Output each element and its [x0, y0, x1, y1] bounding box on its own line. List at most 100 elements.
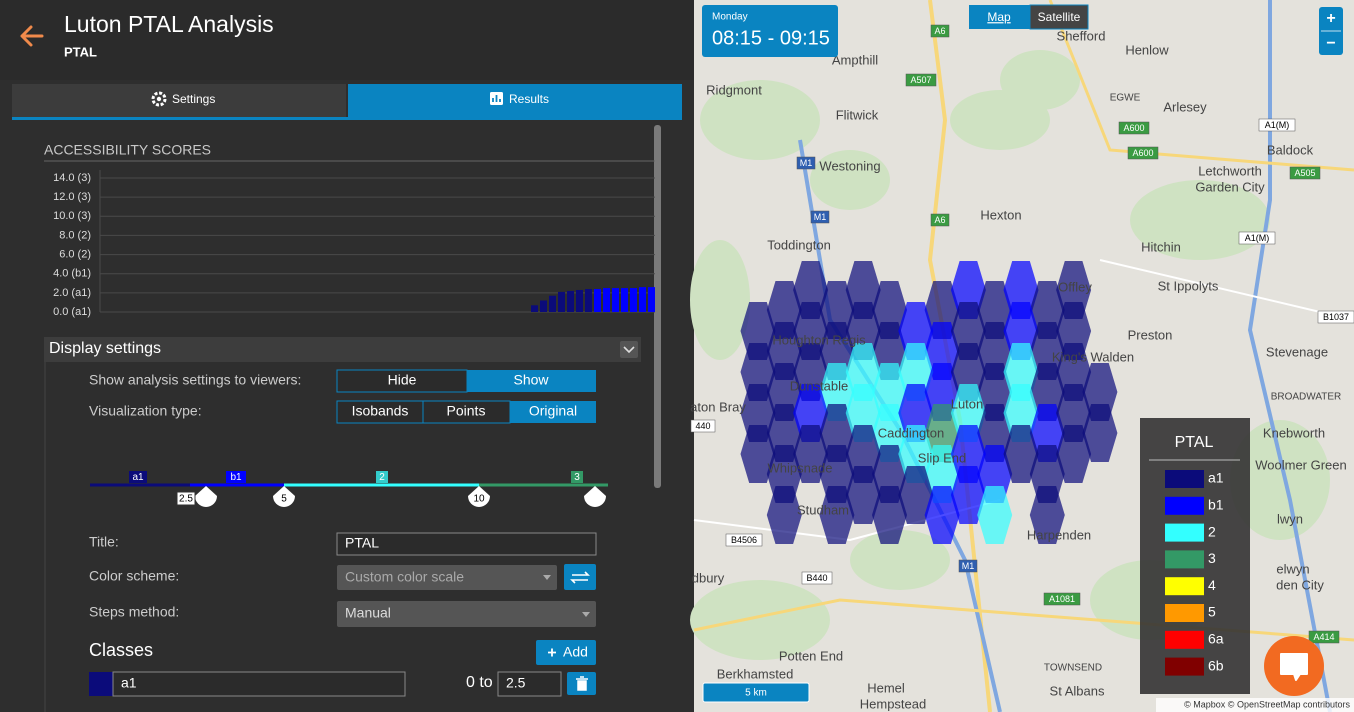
place-label: King's Walden	[1052, 349, 1134, 364]
bar	[621, 288, 628, 312]
road-shield	[810, 210, 830, 224]
class-name-input[interactable]	[112, 671, 406, 697]
settings-tab[interactable]	[12, 84, 346, 118]
y-tick-label: 8.0 (2)	[59, 229, 91, 241]
title-input[interactable]	[336, 532, 597, 556]
y-tick-label: 4.0 (b1)	[53, 268, 91, 280]
input-value: a1	[121, 675, 137, 691]
legend-swatch	[1165, 496, 1204, 515]
place-label: Westoning	[819, 158, 880, 173]
road-label: A414	[1313, 632, 1334, 642]
place-label: Preston	[1128, 327, 1173, 342]
road-label: A1(M)	[1265, 120, 1290, 130]
legend-swatch	[1165, 470, 1204, 488]
hexagon	[1082, 404, 1118, 462]
class-tag	[571, 471, 583, 483]
class-color-swatch[interactable]	[89, 672, 113, 696]
day-label: Monday	[712, 12, 748, 23]
place-label: Hempstead	[860, 696, 926, 711]
place-label: Dunstable	[790, 378, 849, 393]
button-label: Isobands	[352, 403, 409, 419]
place-label: BROADWATER	[1271, 392, 1342, 403]
toggle-label: Map	[987, 10, 1011, 24]
bar	[540, 300, 547, 312]
y-tick-label: 2.0 (a1)	[53, 287, 91, 299]
place-label: TOWNSEND	[1044, 663, 1102, 674]
steps-select[interactable]	[337, 601, 596, 627]
place-label: Hitchin	[1141, 239, 1181, 254]
place-label: elwyn	[1276, 561, 1309, 576]
y-tick-label: 0.0 (a1)	[53, 306, 91, 318]
original-button[interactable]	[510, 401, 596, 423]
place-label: EGWE	[1110, 93, 1141, 104]
park	[700, 80, 820, 160]
back-button[interactable]	[20, 25, 44, 47]
legend-label: 3	[1208, 550, 1216, 566]
place-label: Hemel	[867, 680, 905, 695]
panel-header	[0, 0, 694, 80]
y-tick-label: 14.0 (3)	[53, 172, 91, 184]
bar	[639, 287, 646, 312]
map-toggle[interactable]	[969, 5, 1030, 29]
place-label: Slip End	[918, 450, 966, 465]
y-tick-label: 6.0 (2)	[59, 248, 91, 260]
map[interactable]: Shefford Henlow Ampthill Ridgmont Flitwick Ar…	[690, 0, 1354, 712]
scrollbar[interactable]	[654, 125, 661, 488]
attribution-bg	[1156, 698, 1354, 712]
legend-swatch	[1165, 630, 1204, 649]
field-label: Title:	[89, 534, 119, 550]
place-label: Letchworth	[1198, 163, 1262, 178]
gear-icon	[156, 96, 162, 102]
satellite-toggle[interactable]	[1029, 4, 1089, 30]
display-settings-header[interactable]	[44, 337, 641, 362]
tab-underline	[12, 117, 682, 120]
y-tick-label: 10.0 (3)	[53, 210, 91, 222]
select-value: Manual	[345, 605, 391, 621]
slider-handle[interactable]	[195, 486, 217, 507]
slider-handle[interactable]	[468, 486, 490, 507]
chat-icon	[1280, 653, 1308, 681]
legend-label: 4	[1208, 577, 1216, 593]
legend-label: 6b	[1208, 657, 1224, 673]
class-tag	[226, 471, 246, 483]
swap-button[interactable]	[564, 564, 596, 590]
place-label: Studham	[797, 502, 849, 517]
zoom-out: −	[1326, 35, 1335, 52]
class-to-input[interactable]	[497, 671, 562, 697]
handle-label: 2.5	[179, 494, 193, 505]
road-label: 440	[695, 421, 710, 431]
zoom-in: +	[1326, 10, 1335, 27]
collapse-button[interactable]	[620, 341, 638, 358]
legend-title: PTAL	[1175, 434, 1214, 451]
hexagon	[793, 425, 829, 483]
field-label: Steps method:	[89, 604, 179, 620]
road-shield	[1127, 146, 1159, 160]
results-tab[interactable]	[348, 84, 682, 118]
bar	[603, 288, 610, 312]
slider-handle[interactable]	[584, 486, 606, 507]
classes-title: Classes	[89, 640, 153, 660]
place-label: Arlesey	[1163, 99, 1207, 114]
place-label: lwyn	[1277, 511, 1303, 526]
hexagon	[766, 486, 802, 544]
show-button[interactable]	[467, 370, 596, 392]
select-value: Custom color scale	[345, 569, 464, 585]
bar	[549, 295, 556, 312]
hexagon	[977, 486, 1013, 544]
scale-bar	[702, 682, 810, 703]
place-label: Berkhamsted	[717, 666, 794, 681]
slider-handle[interactable]	[273, 486, 295, 507]
road-label: A6	[934, 26, 945, 36]
gear-icon	[151, 91, 167, 107]
button-label: Original	[529, 403, 577, 419]
road-shield	[1289, 166, 1321, 180]
tab-label: Results	[509, 92, 549, 106]
road-shield	[1043, 592, 1081, 606]
color-scheme-select[interactable]	[337, 565, 557, 590]
field-label: Color scheme:	[89, 568, 179, 584]
add-button[interactable]	[536, 640, 596, 665]
dropdown-arrow	[543, 575, 551, 580]
park	[690, 240, 750, 360]
place-label: St Ippolyts	[1158, 278, 1219, 293]
bar	[558, 291, 565, 312]
